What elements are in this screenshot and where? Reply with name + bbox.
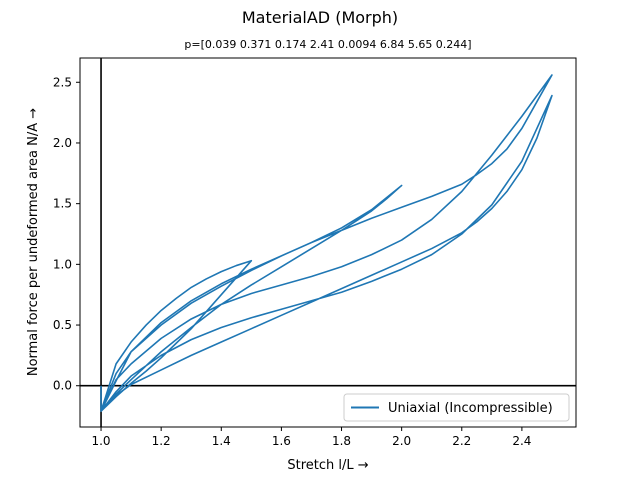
x-tick-label: 2.4	[512, 434, 531, 448]
x-tick-label: 1.6	[272, 434, 291, 448]
y-tick-label: 1.5	[53, 197, 72, 211]
y-tick-label: 0.5	[53, 318, 72, 332]
y-axis-label: Normal force per undeformed area N/A →	[26, 108, 41, 376]
x-axis-label: Stretch l/L →	[287, 458, 368, 473]
chart-subtitle: p=[0.039 0.371 0.174 2.41 0.0094 6.84 5.…	[184, 38, 471, 51]
x-tick-label: 2.2	[452, 434, 471, 448]
legend-series-label: Uniaxial (Incompressible)	[388, 401, 553, 416]
y-tick-label: 2.5	[53, 75, 72, 89]
x-tick-label: 1.0	[91, 434, 110, 448]
y-tick-label: 2.0	[53, 136, 72, 150]
series-line-0	[100, 74, 553, 413]
plot-frame	[79, 57, 577, 428]
x-tick-label: 1.2	[152, 434, 171, 448]
x-tick-label: 2.0	[392, 434, 411, 448]
y-tick-label: 1.0	[53, 257, 72, 271]
chart-title: MaterialAD (Morph)	[242, 8, 398, 27]
y-tick-label: 0.0	[53, 379, 72, 393]
axis-ticks: 1.0 1.2 1.4 1.6 1.8 2.0 2.2 2.4 0.0 0.5 1.0 1.5 2.0 2…	[53, 75, 532, 448]
legend: Uniaxial (Incompressible)	[343, 393, 570, 422]
x-tick-label: 1.8	[332, 434, 351, 448]
legend-box	[343, 393, 570, 422]
reference-lines	[80, 58, 576, 427]
x-tick-label: 1.4	[212, 434, 231, 448]
series-layer	[100, 74, 553, 413]
